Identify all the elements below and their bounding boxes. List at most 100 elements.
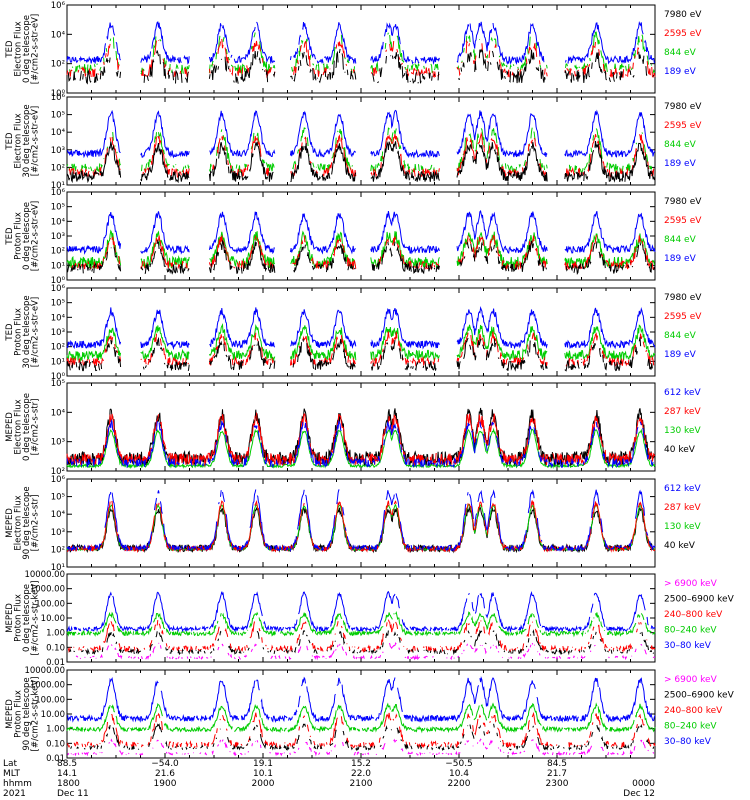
y-tick-label: 10⁶ [51, 188, 66, 198]
y-tick-label: 10⁶ [51, 93, 66, 103]
legend-3-1: 7980 eV [664, 197, 702, 207]
panel-6-frame [66, 478, 656, 568]
series-trace-3-1 [66, 239, 656, 275]
x-lat-label: 19.1 [253, 759, 273, 769]
x-row-label: hhmm [3, 779, 32, 789]
panel-8-ylabel: Proton Flux [14, 690, 24, 738]
legend-2-1: 7980 eV [664, 102, 702, 112]
y-tick-label: 10⁴ [51, 408, 66, 418]
legend-7-4: 80–240 keV [664, 625, 717, 635]
y-tick-label: 10² [51, 247, 65, 257]
y-tick-label: 10² [51, 60, 65, 70]
x-hhmm-label: 2000 [252, 779, 275, 789]
panel-6-ylabel: MEPED [5, 508, 15, 538]
series-trace-1-3 [69, 31, 656, 75]
x-lat-label: 84.5 [547, 759, 567, 769]
legend-3-2: 2595 eV [664, 216, 702, 226]
y-tick-label: 10⁴ [51, 30, 66, 40]
x-hhmm-label: 0000 [632, 779, 655, 789]
y-tick-label: 10³ [51, 232, 65, 242]
series-trace-5-2 [66, 412, 656, 468]
x-lat-label: 15.2 [351, 759, 371, 769]
y-tick-label: 10³ [51, 328, 65, 338]
x-lat-label: −54.0 [151, 759, 179, 769]
legend-3-3: 844 eV [664, 235, 697, 245]
legend-6-2: 287 keV [664, 503, 701, 513]
legend-8-4: 80–240 keV [664, 721, 717, 731]
panel-6-ylabel: Electron Flux [14, 495, 24, 550]
y-tick-label: 0.10 [46, 643, 65, 653]
legend-8-3: 240–800 keV [664, 706, 723, 716]
legend-6-1: 612 keV [664, 484, 701, 494]
y-tick-label: 10⁴ [51, 128, 66, 138]
legend-4-3: 844 eV [664, 331, 697, 341]
x-lat-label: −50.5 [445, 759, 473, 769]
y-tick-label: 10⁴ [51, 217, 66, 227]
series-trace-8-2 [70, 724, 655, 750]
y-tick-label: 10² [51, 163, 65, 173]
legend-5-4: 40 keV [664, 445, 696, 455]
panel-2-ylabel: 30 deg telescope [22, 104, 32, 177]
legend-7-3: 240–800 keV [664, 610, 723, 620]
series-trace-5-3 [66, 427, 656, 470]
x-hhmm-label: 1800 [57, 779, 80, 789]
y-tick-label: 10.00 [41, 710, 65, 720]
series-trace-4-2 [67, 331, 655, 366]
legend-5-2: 287 keV [664, 407, 701, 417]
panel-8-ylabel: MEPED [5, 699, 15, 729]
x-mlt-label: 21.6 [155, 769, 175, 779]
panel-6-ylabel: [#/cm2-s-str] [31, 495, 41, 552]
y-tick-label: 10⁶ [51, 475, 66, 485]
panel-4-ylabel: [#/cm2-s-str-eV] [31, 297, 41, 367]
y-tick-label: 0.01 [46, 754, 65, 764]
legend-2-3: 844 eV [664, 140, 697, 150]
panel-3-ylabel: Proton Flux [14, 212, 24, 260]
panel-6-ylabel: 90 deg telescope [22, 486, 32, 559]
series-trace-7-4 [66, 611, 656, 638]
legend-3-4: 189 eV [664, 254, 697, 264]
panel-8-ylabel: 90 deg telescope [22, 677, 32, 750]
series-trace-1-2 [66, 38, 656, 79]
series-trace-8-4 [66, 702, 656, 734]
legend-6-4: 40 keV [664, 541, 696, 551]
y-tick-label: 100.00 [35, 695, 65, 705]
legend-2-4: 189 eV [664, 159, 697, 169]
panel-4-ylabel: Proton Flux [14, 308, 24, 356]
y-tick-label: 10⁵ [51, 379, 65, 389]
legend-1-1: 7980 eV [664, 10, 702, 20]
y-tick-label: 10⁵ [51, 493, 65, 503]
legend-5-1: 612 keV [664, 388, 701, 398]
panel-4-ylabel: 30 deg telescope [22, 295, 32, 368]
x-mlt-label: 21.7 [547, 769, 567, 779]
y-tick-label: 10⁶ [51, 284, 66, 294]
x-hhmm-label: 2100 [350, 779, 373, 789]
panel-7-ylabel: [#/cm2-s-str-keV] [31, 581, 41, 656]
series-trace-8-1 [68, 739, 655, 755]
x-row-label: MLT [3, 769, 21, 779]
series-trace-7-1 [75, 641, 656, 661]
panel-2-ylabel: TED [5, 132, 15, 151]
x-hhmm-label: 2200 [448, 779, 471, 789]
series-trace-2-1 [66, 140, 656, 184]
y-tick-label: 10³ [51, 146, 65, 156]
y-tick-label: 10000.00 [24, 666, 65, 676]
y-tick-label: 0.10 [46, 739, 65, 749]
y-tick-label: 10¹ [51, 181, 65, 191]
series-trace-3-4 [66, 209, 656, 255]
series-trace-6-1 [66, 489, 656, 553]
y-tick-label: 10.00 [41, 614, 65, 624]
x-date-label: Dec 11 [57, 789, 89, 799]
x-row-label: 2021 [3, 789, 26, 799]
y-tick-label: 10² [51, 545, 65, 555]
legend-7-1: > 6900 keV [664, 579, 718, 589]
panel-7-ylabel: MEPED [5, 603, 15, 633]
legend-4-1: 7980 eV [664, 293, 702, 303]
y-tick-label: 10⁴ [51, 510, 66, 520]
y-tick-label: 10¹ [51, 357, 65, 367]
panel-7-ylabel: 0 deg telescope [22, 584, 32, 652]
panel-3-ylabel: [#/cm2-s-str-eV] [31, 201, 41, 271]
y-tick-label: 0.01 [46, 658, 65, 668]
legend-4-2: 2595 eV [664, 312, 702, 322]
y-tick-label: 10⁵ [51, 203, 65, 213]
x-hhmm-label: 2300 [546, 779, 569, 789]
